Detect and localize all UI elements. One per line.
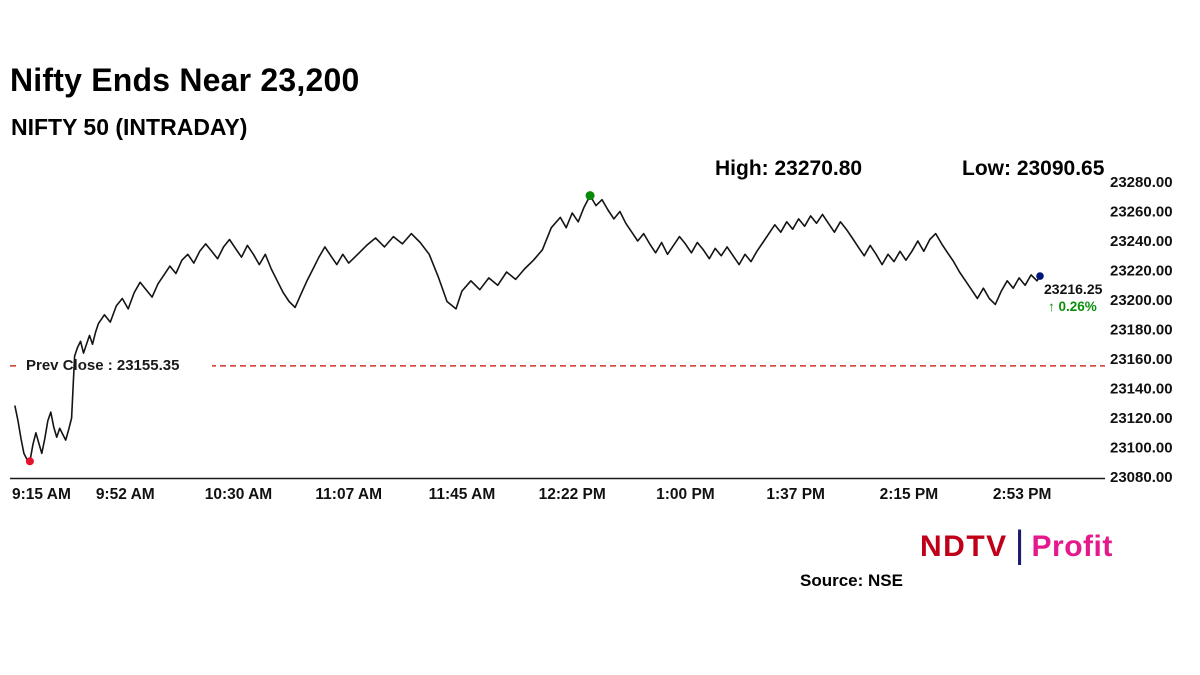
price-line — [14, 194, 1041, 463]
source-label: Source: NSE — [800, 571, 903, 590]
chart-title: Nifty Ends Near 23,200 — [10, 62, 360, 98]
y-axis-tick-label: 23220.00 — [1110, 263, 1173, 280]
x-axis-tick-label: 9:52 AM — [96, 486, 155, 503]
prev-close-label-bg — [20, 353, 212, 371]
x-axis-tick-label: 1:00 PM — [656, 486, 715, 503]
y-axis-tick-label: 23100.00 — [1110, 440, 1173, 457]
x-axis-tick-label: 2:53 PM — [993, 486, 1052, 503]
chart-subtitle: NIFTY 50 (INTRADAY) — [11, 114, 248, 140]
y-axis-tick-label: 23260.00 — [1110, 204, 1173, 221]
profit-logo-text: Profit — [1031, 530, 1113, 563]
last-price-label: 23216.25 — [1044, 281, 1103, 297]
ndtv-profit-logo: NDTV | Profit — [920, 524, 1113, 566]
y-axis-tick-label: 23160.00 — [1110, 351, 1173, 368]
low-point-dot — [25, 457, 34, 466]
x-axis-tick-label: 2:15 PM — [880, 486, 939, 503]
y-axis-tick-label: 23080.00 — [1110, 469, 1173, 486]
y-axis-tick-label: 23180.00 — [1110, 322, 1173, 339]
ndtv-logo-text: NDTV — [920, 530, 1008, 563]
x-axis-tick-label: 12:22 PM — [539, 486, 606, 503]
y-axis-tick-label: 23240.00 — [1110, 233, 1173, 250]
x-axis-tick-label: 11:45 AM — [429, 486, 496, 503]
last-point-dot — [1036, 272, 1044, 280]
x-axis-tick-label: 11:07 AM — [315, 486, 382, 503]
high-value-label: High: 23270.80 — [715, 157, 863, 180]
logo-divider-bar: | — [1014, 524, 1025, 566]
y-axis-tick-label: 23120.00 — [1110, 410, 1173, 427]
y-axis-tick-label: 23140.00 — [1110, 381, 1173, 398]
high-point-dot — [585, 191, 595, 201]
y-axis-tick-label: 23280.00 — [1110, 174, 1173, 191]
x-axis-tick-label: 10:30 AM — [205, 486, 272, 503]
x-axis-tick-label: 1:37 PM — [766, 486, 825, 503]
prev-close-label: Prev Close : 23155.35 — [26, 357, 179, 374]
change-percent-label: ↑ 0.26% — [1048, 299, 1097, 314]
y-axis-tick-label: 23200.00 — [1110, 292, 1173, 309]
x-axis-tick-label: 9:15 AM — [12, 486, 71, 503]
low-value-label: Low: 23090.65 — [962, 157, 1105, 180]
